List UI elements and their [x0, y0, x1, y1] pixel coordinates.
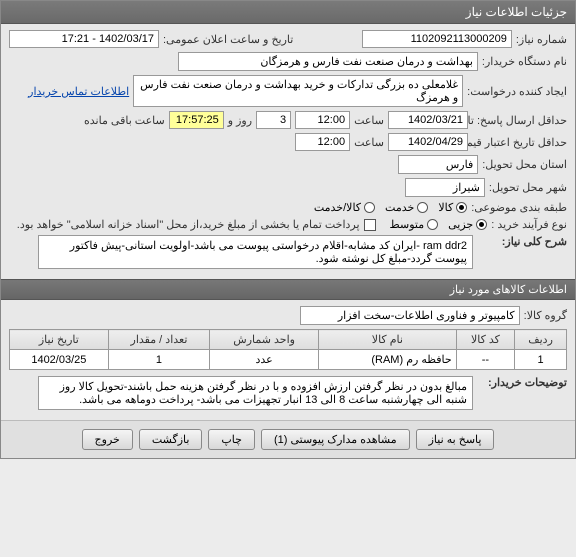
details-window: جزئیات اطلاعات نیاز شماره نیاز: 11020921…	[0, 0, 576, 459]
days-label: روز و	[228, 114, 252, 127]
requester-field: غلامعلی ده بزرگی تدارکات و خرید بهداشت و…	[133, 75, 463, 107]
need-no-field: 1102092113000209	[362, 30, 512, 48]
goods-section-bar: اطلاعات کالاهای مورد نیاز	[1, 279, 575, 300]
need-no-label: شماره نیاز:	[516, 33, 567, 46]
goods-group-label: گروه کالا:	[524, 309, 567, 322]
time-label-1: ساعت	[354, 114, 384, 127]
remaining-field: 17:57:25	[169, 111, 224, 129]
radio-dot-icon	[364, 202, 375, 213]
reply-deadline-label: حداقل ارسال پاسخ: تا تاریخ:	[472, 114, 567, 127]
back-button[interactable]: بازگشت	[139, 429, 203, 450]
validity-time-field: 12:00	[295, 133, 350, 151]
button-bar: پاسخ به نیاز مشاهده مدارک پیوستی (1) چاپ…	[1, 420, 575, 458]
contact-link[interactable]: اطلاعات تماس خریدار	[28, 85, 129, 98]
goods-table: ردیف کد کالا نام کالا واحد شمارش تعداد /…	[9, 329, 567, 370]
pay-note-label: پرداخت تمام یا بخشی از مبلغ خرید،از محل …	[17, 218, 360, 231]
checkbox-icon	[364, 219, 376, 231]
time-label-2: ساعت	[354, 136, 384, 149]
cell-idx: 1	[515, 350, 567, 370]
cell-unit: عدد	[210, 350, 319, 370]
announce-field: 1402/03/17 - 17:21	[9, 30, 159, 48]
proc-mid-label: متوسط	[390, 218, 425, 231]
radio-dot-icon	[417, 202, 428, 213]
window-title-bar: جزئیات اطلاعات نیاز	[1, 1, 575, 24]
radio-proc-low[interactable]: جزیی	[448, 218, 487, 231]
category-radio-group: کالا خدمت کالا/خدمت	[314, 201, 467, 214]
radio-dot-icon	[456, 202, 467, 213]
pay-note-check[interactable]: پرداخت تمام یا بخشی از مبلغ خرید،از محل …	[17, 218, 376, 231]
radio-khedmat[interactable]: خدمت	[385, 201, 428, 214]
remaining-label: ساعت باقی مانده	[84, 114, 165, 127]
buyer-org-field: بهداشت و درمان صنعت نفت فارس و هرمزگان	[178, 52, 478, 71]
table-header-row: ردیف کد کالا نام کالا واحد شمارش تعداد /…	[10, 330, 567, 350]
cell-name: حافظه رم (RAM)	[319, 350, 457, 370]
city-field: شیراز	[405, 178, 485, 197]
announce-label: تاریخ و ساعت اعلان عمومی:	[163, 33, 293, 46]
buyer-org-label: نام دستگاه خریدار:	[482, 55, 567, 68]
radio-kala[interactable]: کالا	[438, 201, 467, 214]
buyer-notes-textarea: مبالغ بدون در نظر گرفتن ارزش افزوده و با…	[38, 376, 473, 410]
window-title: جزئیات اطلاعات نیاز	[466, 5, 567, 19]
category-label: طبقه بندی موضوعی:	[471, 201, 567, 214]
reply-time-field: 12:00	[295, 111, 350, 129]
col-name: نام کالا	[319, 330, 457, 350]
attachments-button[interactable]: مشاهده مدارک پیوستی (1)	[261, 429, 410, 450]
col-unit: واحد شمارش	[210, 330, 319, 350]
radio-proc-mid[interactable]: متوسط	[390, 218, 439, 231]
radio-both-label: کالا/خدمت	[314, 201, 361, 214]
reply-button[interactable]: پاسخ به نیاز	[416, 429, 495, 450]
col-code: کد کالا	[456, 330, 514, 350]
province-label: استان محل تحویل:	[482, 158, 567, 171]
desc-label: شرح کلی نیاز:	[477, 235, 567, 248]
form-area: شماره نیاز: 1102092113000209 تاریخ و ساع…	[1, 24, 575, 279]
buyer-notes-label: توضیحات خریدار:	[477, 376, 567, 389]
goods-area: گروه کالا: کامپیوتر و فناوری اطلاعات-سخت…	[1, 300, 575, 420]
col-qty: تعداد / مقدار	[108, 330, 209, 350]
validity-label: حداقل تاریخ اعتبار قیمت: تا تاریخ:	[472, 136, 567, 149]
city-label: شهر محل تحویل:	[489, 181, 567, 194]
province-field: فارس	[398, 155, 478, 174]
table-row[interactable]: 1 -- حافظه رم (RAM) عدد 1 1402/03/25	[10, 350, 567, 370]
goods-group-field: کامپیوتر و فناوری اطلاعات-سخت افزار	[300, 306, 520, 325]
desc-textarea: ram ddr2 -ایران کد مشابه-اقلام درخواستی …	[38, 235, 473, 269]
goods-section-title: اطلاعات کالاهای مورد نیاز	[450, 284, 567, 296]
col-idx: ردیف	[515, 330, 567, 350]
radio-both[interactable]: کالا/خدمت	[314, 201, 375, 214]
requester-label: ایجاد کننده درخواست:	[467, 85, 567, 98]
cell-qty: 1	[108, 350, 209, 370]
print-button[interactable]: چاپ	[208, 429, 255, 450]
exit-button[interactable]: خروج	[82, 429, 133, 450]
process-radio-group: جزیی متوسط	[390, 218, 488, 231]
radio-khedmat-label: خدمت	[385, 201, 414, 214]
radio-dot-icon	[427, 219, 438, 230]
radio-dot-icon	[476, 219, 487, 230]
col-date: تاریخ نیاز	[10, 330, 109, 350]
validity-date-field: 1402/04/29	[388, 133, 468, 151]
cell-date: 1402/03/25	[10, 350, 109, 370]
radio-kala-label: کالا	[438, 201, 453, 214]
days-field: 3	[256, 111, 291, 129]
proc-low-label: جزیی	[448, 218, 473, 231]
process-label: نوع فرآیند خرید :	[491, 218, 567, 231]
cell-code: --	[456, 350, 514, 370]
reply-date-field: 1402/03/21	[388, 111, 468, 129]
